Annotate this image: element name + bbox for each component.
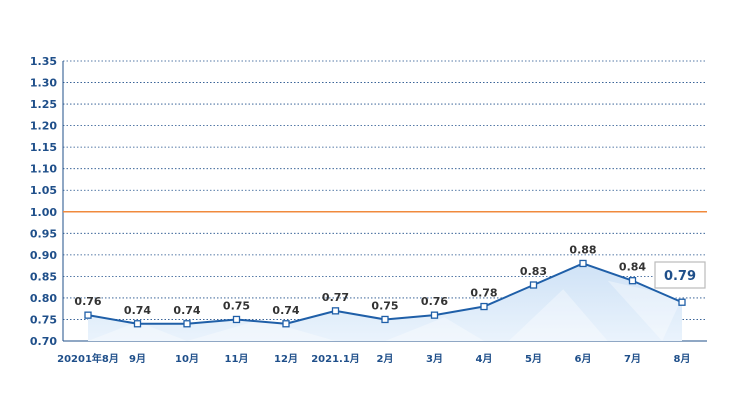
data-label: 0.76 bbox=[421, 295, 448, 308]
data-point bbox=[381, 315, 389, 324]
y-tick-label: 0.85 bbox=[30, 270, 57, 283]
y-tick-label: 1.00 bbox=[30, 206, 57, 219]
data-label: 0.78 bbox=[470, 287, 497, 300]
area-facet bbox=[187, 319, 336, 341]
data-label: 0.74 bbox=[272, 304, 299, 317]
data-label: 0.76 bbox=[74, 295, 101, 308]
x-tick-label: 4月 bbox=[476, 353, 493, 365]
x-tick-label: 11月 bbox=[225, 353, 249, 365]
y-tick-label: 1.35 bbox=[30, 55, 57, 68]
x-tick-label: 2021.1月 bbox=[311, 353, 360, 365]
x-tick-label: 5月 bbox=[525, 353, 542, 365]
data-point bbox=[133, 320, 142, 328]
y-tick-label: 1.20 bbox=[30, 120, 57, 133]
y-tick-label: 0.80 bbox=[30, 292, 57, 305]
y-tick-label: 1.15 bbox=[30, 141, 57, 154]
x-tick-label: 20201年8月 bbox=[57, 352, 119, 365]
x-tick-label: 6月 bbox=[575, 353, 592, 365]
y-tick-label: 0.75 bbox=[30, 313, 57, 326]
data-point bbox=[678, 298, 686, 306]
data-label: 0.84 bbox=[619, 261, 646, 274]
data-point bbox=[628, 277, 637, 285]
highlight-callout-label: 0.79 bbox=[664, 269, 696, 284]
data-point bbox=[282, 320, 290, 328]
data-label: 0.77 bbox=[322, 291, 349, 304]
data-point bbox=[331, 307, 340, 315]
x-tick-label: 9月 bbox=[129, 353, 146, 365]
y-tick-label: 1.30 bbox=[30, 77, 57, 90]
area-facet bbox=[88, 321, 187, 341]
data-point bbox=[579, 259, 587, 268]
data-label: 0.74 bbox=[124, 304, 151, 317]
data-point bbox=[183, 320, 191, 328]
data-point bbox=[232, 315, 241, 324]
x-tick-label: 2月 bbox=[377, 353, 394, 365]
area-facet bbox=[607, 280, 682, 341]
x-tick-label: 12月 bbox=[274, 353, 298, 365]
data-point bbox=[84, 311, 92, 319]
data-point bbox=[430, 311, 439, 319]
highlight-callout-box bbox=[654, 261, 706, 289]
data-label: 0.74 bbox=[173, 304, 200, 317]
area-facet bbox=[508, 289, 608, 341]
x-axis-ticks: 20201年8月 9月 10月 11月 12月 2021.1月 2月 3月 4月 5月 6月 7月 8月 bbox=[57, 352, 690, 365]
y-tick-label: 0.95 bbox=[30, 227, 57, 240]
data-point bbox=[480, 302, 488, 311]
data-point bbox=[529, 281, 538, 289]
x-tick-label: 3月 bbox=[426, 353, 443, 365]
y-tick-label: 1.25 bbox=[30, 98, 57, 111]
data-points bbox=[84, 259, 686, 328]
y-axis-ticks: 0.70 0.75 0.80 0.85 0.90 0.95 1.00 1.05 1.10 1.15… bbox=[30, 55, 57, 348]
data-label: 0.75 bbox=[371, 299, 398, 312]
y-tick-label: 1.10 bbox=[30, 163, 57, 176]
x-tick-label: 7月 bbox=[624, 353, 641, 365]
x-tick-label: 8月 bbox=[674, 353, 691, 365]
y-tick-label: 0.90 bbox=[30, 249, 57, 262]
x-tick-label: 10月 bbox=[175, 353, 199, 365]
y-tick-label: 0.70 bbox=[30, 335, 57, 348]
data-label: 0.83 bbox=[520, 265, 547, 278]
area-facet bbox=[385, 317, 484, 341]
data-labels: 0.76 0.74 0.74 0.75 0.74 0.77 0.75 0.76 0.78 0.83… bbox=[74, 243, 706, 317]
data-label: 0.75 bbox=[223, 299, 250, 312]
data-label: 0.88 bbox=[569, 243, 596, 256]
y-tick-label: 1.05 bbox=[30, 184, 57, 197]
